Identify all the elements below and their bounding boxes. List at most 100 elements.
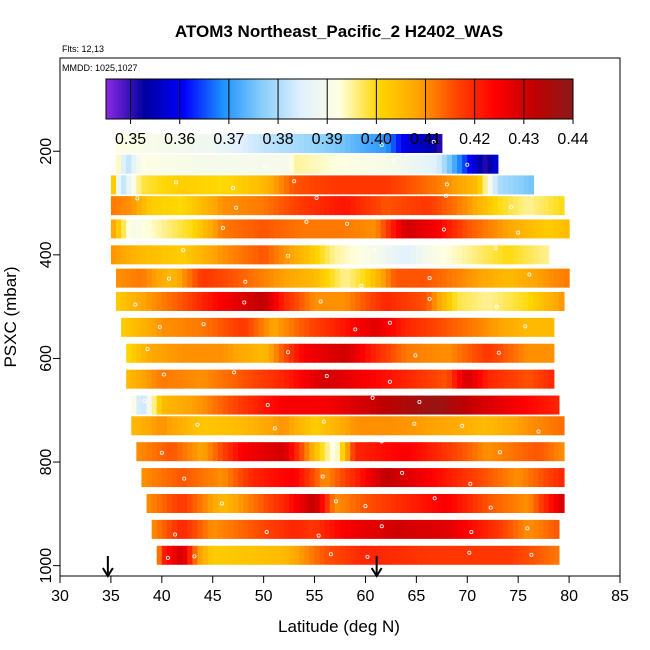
heatmap-cell xyxy=(238,133,244,153)
heatmap-cell xyxy=(370,395,377,415)
heatmap-cell xyxy=(452,395,458,415)
heatmap-cell xyxy=(416,369,423,389)
heatmap-cell xyxy=(329,416,336,436)
heatmap-cell xyxy=(222,196,229,216)
heatmap-cell xyxy=(202,545,209,565)
observation-point xyxy=(379,143,384,148)
heatmap-cell xyxy=(334,219,341,239)
heatmap-cell xyxy=(187,175,193,195)
heatmap-cell xyxy=(136,416,143,436)
heatmap-cell xyxy=(365,317,372,337)
heatmap-cell xyxy=(299,317,305,337)
heatmap-cell xyxy=(421,545,428,565)
heatmap-cell xyxy=(268,196,275,216)
heatmap-cell xyxy=(487,245,494,265)
heatmap-cell xyxy=(370,175,377,195)
heatmap-cell xyxy=(497,219,504,239)
heatmap-cell xyxy=(518,416,524,436)
heatmap-cell xyxy=(233,154,239,174)
heatmap-cell xyxy=(202,219,209,239)
heatmap-cell xyxy=(553,196,560,216)
heatmap-cell xyxy=(110,196,117,216)
x-tick-label: 65 xyxy=(407,588,425,605)
heatmap-cell xyxy=(431,493,438,513)
heatmap-cell xyxy=(182,245,188,265)
heatmap-cell xyxy=(411,519,417,539)
heatmap-cell xyxy=(304,416,311,436)
heatmap-cell xyxy=(360,493,367,513)
heatmap-cell xyxy=(436,268,443,288)
heatmap-cell xyxy=(233,468,239,488)
heatmap-cell xyxy=(370,133,377,153)
observation-point xyxy=(494,304,499,309)
heatmap-cell xyxy=(543,416,550,436)
heatmap-cell xyxy=(513,196,519,216)
heatmap-cell xyxy=(375,468,382,488)
heatmap-cell xyxy=(146,133,153,153)
heatmap-cell xyxy=(360,416,367,436)
heatmap-cell xyxy=(390,317,397,337)
heatmap-cell xyxy=(309,545,316,565)
heatmap-cell xyxy=(156,395,163,415)
heatmap-cell xyxy=(207,545,214,565)
heatmap-cell xyxy=(284,468,290,488)
heatmap-band xyxy=(110,196,565,216)
heatmap-cell xyxy=(558,196,565,216)
heatmap-cell xyxy=(452,291,458,311)
heatmap-cell xyxy=(258,317,265,337)
heatmap-cell xyxy=(187,317,193,337)
heatmap-cell xyxy=(482,245,489,265)
heatmap-cell xyxy=(329,519,336,539)
heatmap-cell xyxy=(492,343,499,363)
heatmap-cell xyxy=(202,519,209,539)
heatmap-cell xyxy=(538,245,545,265)
heatmap-cell xyxy=(508,245,514,265)
heatmap-cell xyxy=(289,519,295,539)
heatmap-cell xyxy=(182,317,188,337)
heatmap-cell xyxy=(411,395,417,415)
heatmap-cell xyxy=(370,493,377,513)
heatmap-cell xyxy=(126,369,132,389)
heatmap-cell xyxy=(309,133,316,153)
heatmap-cell xyxy=(161,416,168,436)
heatmap-cell xyxy=(528,395,535,415)
heatmap-cell xyxy=(406,416,412,436)
heatmap-cell xyxy=(289,245,295,265)
heatmap-cell xyxy=(533,468,540,488)
heatmap-cell xyxy=(166,219,173,239)
heatmap-cell xyxy=(319,442,326,462)
x-tick-label: 55 xyxy=(306,588,324,605)
heatmap-cell xyxy=(334,154,341,174)
heatmap-cell xyxy=(502,468,509,488)
colorbar-tick-label: 0.44 xyxy=(557,131,588,148)
heatmap-cell xyxy=(467,468,473,488)
heatmap-cell xyxy=(136,395,143,415)
heatmap-cell xyxy=(166,468,173,488)
heatmap-cell xyxy=(329,219,336,239)
heatmap-cell xyxy=(151,343,158,363)
heatmap-cell xyxy=(340,317,346,337)
heatmap-cell xyxy=(146,468,153,488)
heatmap-cell xyxy=(385,196,392,216)
latitude-arrow xyxy=(370,556,383,578)
heatmap-cell xyxy=(299,175,305,195)
heatmap-cell xyxy=(492,442,499,462)
heatmap-cell xyxy=(370,343,377,363)
heatmap-cell xyxy=(543,442,550,462)
heatmap-cell xyxy=(146,154,153,174)
heatmap-cell xyxy=(334,493,341,513)
heatmap-cell xyxy=(533,268,540,288)
heatmap-cell xyxy=(421,395,428,415)
heatmap-cell xyxy=(502,196,509,216)
heatmap-cell xyxy=(263,369,270,389)
heatmap-cell xyxy=(334,395,341,415)
heatmap-cell xyxy=(253,343,260,363)
heatmap-cell xyxy=(258,416,265,436)
heatmap-cell xyxy=(477,369,484,389)
heatmap-cell xyxy=(350,268,356,288)
heatmap-cell xyxy=(421,519,428,539)
heatmap-cell xyxy=(396,154,402,174)
heatmap-cell xyxy=(426,416,433,436)
heatmap-cell xyxy=(136,268,143,288)
heatmap-cell xyxy=(273,493,280,513)
